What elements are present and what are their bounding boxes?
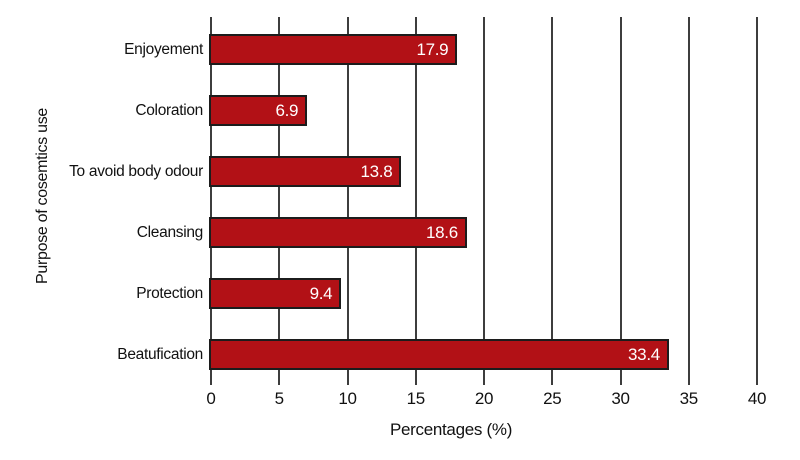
x-tick-label-0: 0 — [206, 389, 216, 408]
gridline-x-25 — [551, 17, 554, 385]
gridline-x-0 — [210, 17, 212, 385]
category-label-enjoyement: Enjoyement — [124, 40, 203, 58]
bar-value-label: 33.4 — [628, 344, 660, 364]
gridline-x-35 — [687, 17, 690, 385]
x-tick-label-40: 40 — [747, 389, 767, 408]
bar-value-label: 17.9 — [416, 39, 449, 59]
bar-value-label: 6.9 — [275, 100, 299, 120]
x-tick-label-5: 5 — [274, 389, 284, 408]
gridline-x-5 — [278, 17, 281, 385]
x-tick-label-10: 10 — [338, 389, 357, 408]
gridline-x-15 — [414, 17, 417, 385]
x-tick-label-30: 30 — [611, 389, 630, 408]
bar-protection: 9.4 — [209, 278, 342, 309]
gridline-x-10 — [346, 17, 349, 385]
bar-value-label: 9.4 — [309, 283, 333, 303]
category-label-beatufication: Beatufication — [117, 345, 203, 363]
bar-coloration: 6.9 — [209, 95, 308, 126]
bar-beatufication: 33.4 — [209, 339, 669, 370]
gridline-x-30 — [619, 17, 622, 385]
bar-enjoyement: 17.9 — [209, 34, 458, 65]
category-label-cleansing: Cleansing — [136, 223, 204, 241]
bar-cleansing: 18.6 — [209, 217, 467, 248]
category-label-to-avoid-body-odour: To avoid body odour — [69, 162, 203, 180]
x-axis-label: Percentages (%) — [389, 420, 513, 439]
bar-value-label: 18.6 — [425, 222, 458, 242]
category-label-protection: Protection — [136, 284, 203, 302]
bar-to-avoid-body-odour: 13.8 — [209, 156, 402, 187]
gridline-x-20 — [483, 17, 485, 385]
x-tick-label-25: 25 — [543, 389, 562, 408]
x-tick-label-15: 15 — [406, 389, 426, 408]
x-tick-label-35: 35 — [679, 389, 699, 408]
gridline-x-40 — [756, 17, 758, 385]
category-label-coloration: Coloration — [135, 101, 203, 119]
bar-value-label: 13.8 — [360, 161, 393, 181]
x-tick-label-20: 20 — [474, 389, 494, 408]
